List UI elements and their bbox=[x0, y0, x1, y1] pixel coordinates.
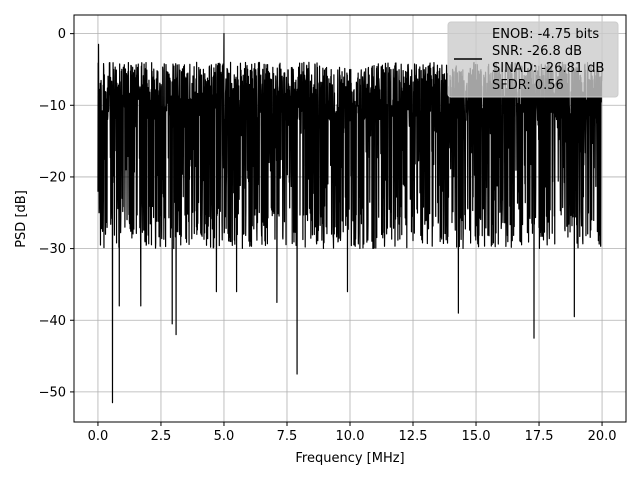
x-tick-label: 7.5 bbox=[277, 429, 298, 444]
x-tick-label: 15.0 bbox=[462, 429, 491, 444]
legend-line-snr: SNR: -26.8 dB bbox=[492, 44, 582, 59]
axis-ticks: 0.0 2.5 5.0 7.5 10.0 12.5 15.0 17.5 20.0 0 −10 −20 −… bbox=[39, 27, 617, 444]
y-tick-label: −30 bbox=[39, 242, 66, 257]
y-tick-label: −20 bbox=[39, 170, 66, 185]
legend: ENOB: -4.75 bits SNR: -26.8 dB SINAD: -2… bbox=[447, 21, 619, 98]
x-tick-label: 12.5 bbox=[399, 429, 428, 444]
x-tick-label: 17.5 bbox=[525, 429, 554, 444]
legend-line-sfdr: SFDR: 0.56 bbox=[492, 78, 564, 93]
y-tick-label: −10 bbox=[39, 99, 66, 114]
x-axis-title: Frequency [MHz] bbox=[295, 451, 404, 466]
x-tick-label: 0.0 bbox=[88, 429, 109, 444]
x-tick-label: 5.0 bbox=[214, 429, 235, 444]
y-tick-label: −40 bbox=[39, 314, 66, 329]
legend-line-enob: ENOB: -4.75 bits bbox=[492, 27, 599, 42]
x-tick-label: 10.0 bbox=[336, 429, 365, 444]
plot-area bbox=[97, 33, 603, 404]
x-tick-label: 2.5 bbox=[151, 429, 172, 444]
legend-box bbox=[447, 21, 619, 98]
y-tick-label: −50 bbox=[39, 385, 66, 400]
legend-line-sinad: SINAD: -26.81 dB bbox=[492, 61, 604, 76]
y-tick-label: 0 bbox=[58, 27, 66, 42]
x-tick-label: 20.0 bbox=[588, 429, 617, 444]
y-axis-title: PSD [dB] bbox=[14, 190, 29, 248]
psd-series-line bbox=[97, 33, 603, 404]
